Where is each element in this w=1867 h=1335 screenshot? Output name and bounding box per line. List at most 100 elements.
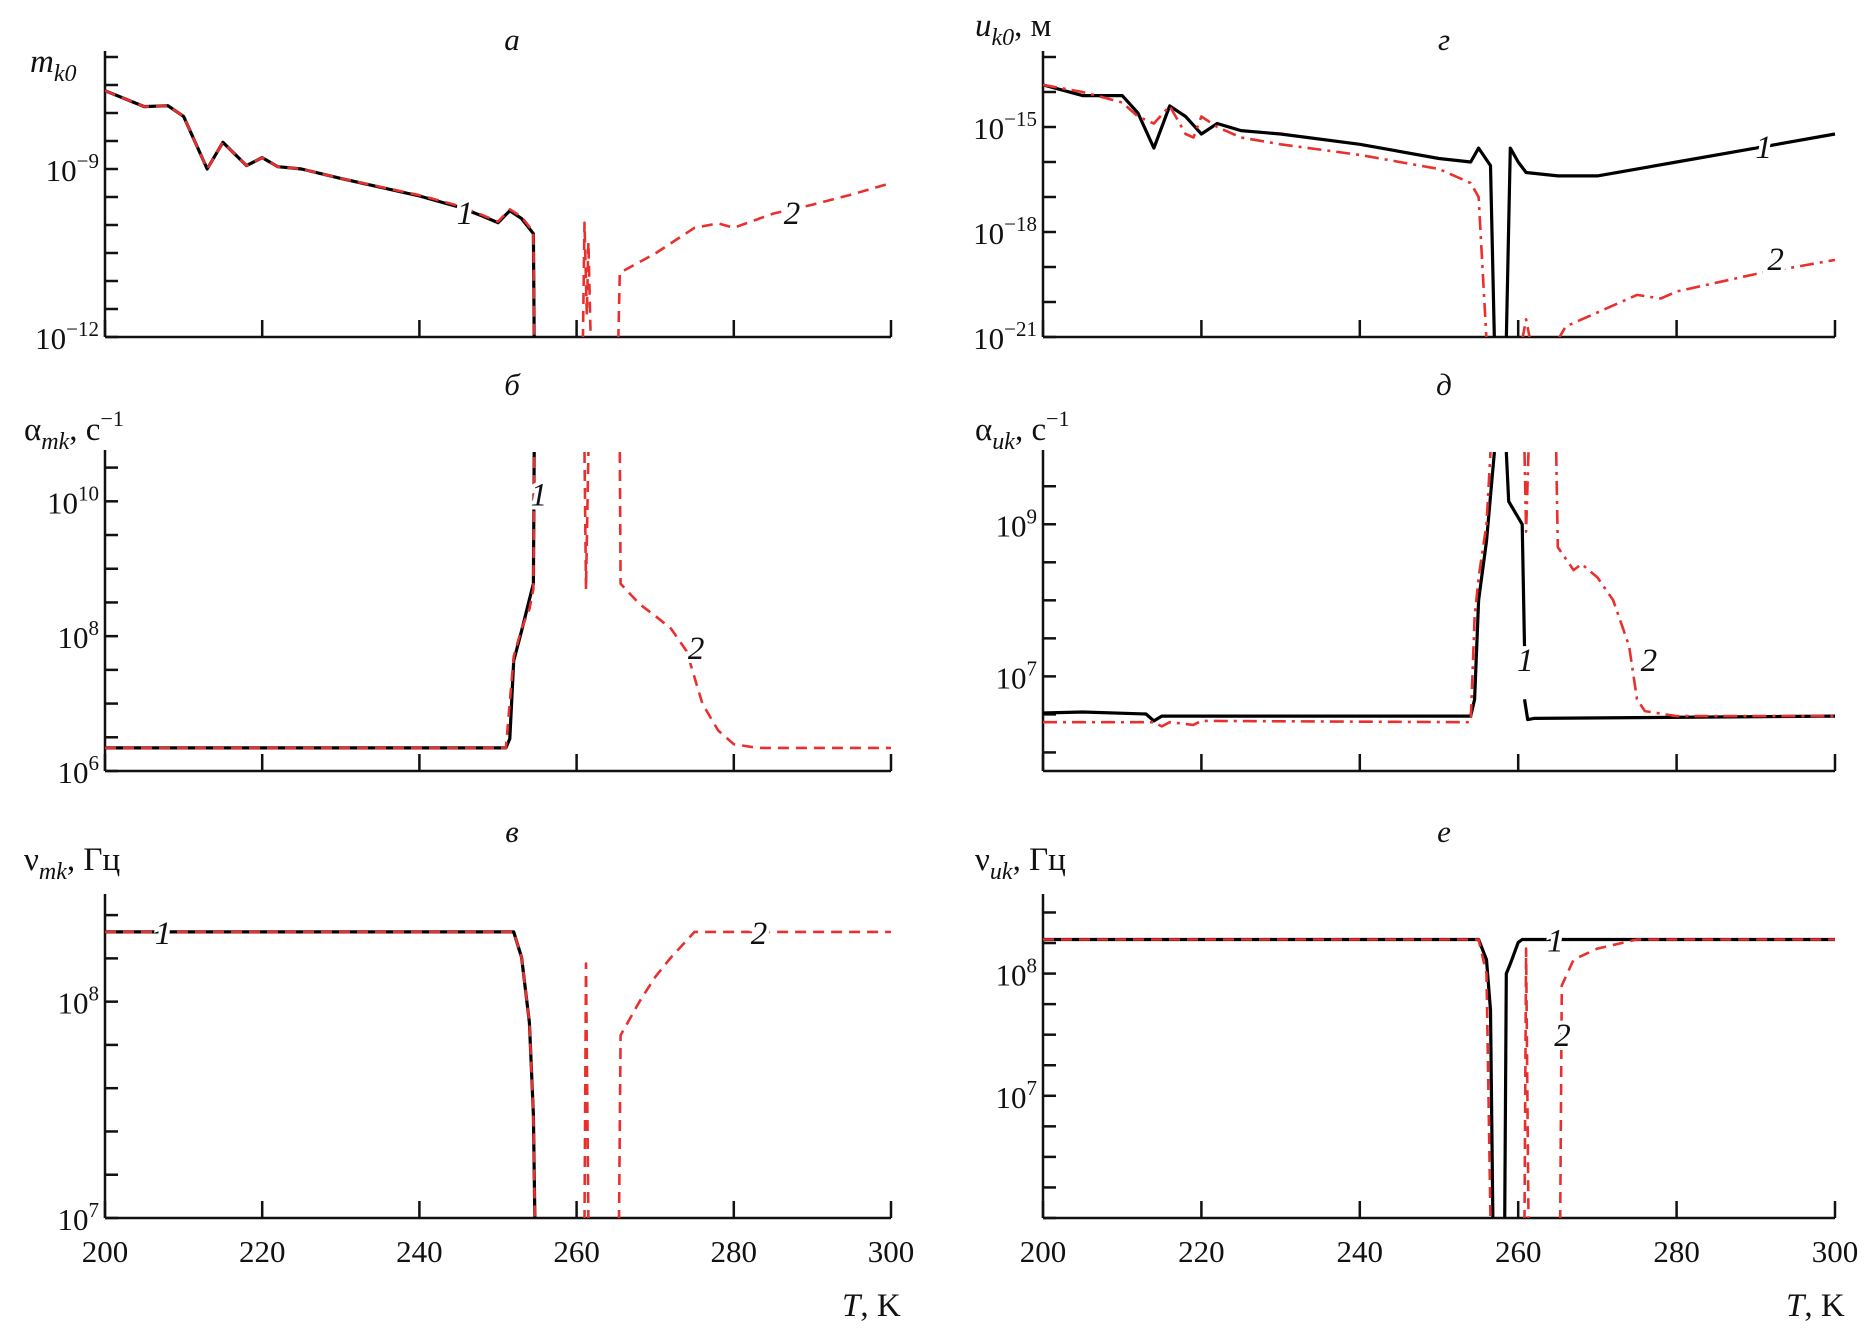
- y-tick-label-exponent: 7: [1027, 1076, 1038, 1100]
- y-axis-label-symbol: α: [24, 412, 41, 448]
- curve-label-2: 2: [1767, 242, 1784, 278]
- y-tick-label: 109: [996, 504, 1038, 543]
- x-tick-label: 300: [868, 1234, 915, 1269]
- y-tick-label-exponent: 10: [78, 481, 99, 505]
- y-tick-label: 107: [996, 656, 1038, 695]
- series-2-line: [105, 89, 892, 337]
- series-2-line: [105, 930, 891, 1218]
- y-tick-label: 107: [996, 1076, 1038, 1115]
- series-1-line: [1043, 937, 1835, 1218]
- y-tick-label-base: 10: [996, 660, 1027, 695]
- x-tick-label: 200: [1020, 1234, 1067, 1269]
- y-tick-label-exponent: −18: [1004, 212, 1037, 236]
- y-axis-label: αmk, с−1: [24, 406, 124, 455]
- y-tick-label-base: 10: [996, 508, 1027, 543]
- x-axis-label-main: T: [842, 1288, 863, 1324]
- y-tick-label-exponent: 7: [89, 1198, 100, 1222]
- y-axis-label-subscript: uk: [992, 429, 1015, 455]
- y-tick-label-exponent: −21: [1004, 317, 1037, 341]
- y-axis-label-unit-exponent: −1: [100, 406, 123, 431]
- curve-label-2: 2: [784, 196, 801, 232]
- series-2-line: [1043, 938, 1835, 1218]
- series-2-line: [1043, 452, 1835, 728]
- y-tick-label-base: 10: [46, 153, 77, 188]
- panel-letter: а: [504, 22, 520, 57]
- y-tick-label-base: 10: [58, 986, 89, 1021]
- series-1-line: [1043, 83, 1836, 337]
- y-tick-label-exponent: 8: [1027, 954, 1038, 978]
- y-axis-label-unit-exponent: −1: [1046, 406, 1069, 431]
- x-axis-label-unit: , K: [1804, 1288, 1845, 1324]
- y-tick-label-exponent: 8: [89, 616, 100, 640]
- curve-label-1: 1: [155, 916, 172, 952]
- y-tick-label: 108: [996, 954, 1038, 993]
- y-tick-label: 10−9: [46, 149, 99, 188]
- y-axis-label-unit: , м: [1014, 8, 1052, 44]
- panel-letter: в: [505, 814, 518, 849]
- y-tick-label: 107: [58, 1198, 100, 1237]
- y-tick-label: 106: [58, 751, 100, 790]
- y-axis-label-symbol: ν: [975, 842, 990, 878]
- y-axis-label: νmk, Гц: [24, 842, 120, 885]
- series-2-line: [1043, 83, 1836, 337]
- y-tick-label-exponent: −9: [77, 149, 99, 173]
- y-axis-label-subscript: uk: [990, 859, 1013, 885]
- y-tick-label-base: 10: [58, 1202, 89, 1237]
- y-tick-label-exponent: −15: [1004, 107, 1037, 131]
- y-tick-label: 1010: [47, 481, 99, 520]
- y-axis-label-unit: , с: [69, 412, 100, 448]
- curve-label-1: 1: [531, 478, 548, 514]
- y-axis-label: mk0: [30, 44, 77, 87]
- x-tick-label: 240: [1337, 1234, 1384, 1269]
- y-tick-label-exponent: 9: [1027, 504, 1038, 528]
- x-axis-label-main: T: [1786, 1288, 1807, 1324]
- curve-label-1: 1: [1547, 924, 1564, 960]
- y-axis-label: uk0, м: [975, 8, 1052, 51]
- x-tick-label: 220: [1178, 1234, 1225, 1269]
- y-tick-label-base: 10: [47, 485, 78, 520]
- panel-letter: г: [1438, 22, 1450, 57]
- x-tick-label: 200: [82, 1234, 129, 1269]
- y-axis-label-subscript: k0: [992, 25, 1015, 51]
- y-axis-label-symbol: α: [975, 412, 992, 448]
- y-tick-label-base: 10: [58, 620, 89, 655]
- curve-label-2: 2: [688, 631, 705, 667]
- y-axis-label: αuk, с−1: [975, 406, 1070, 455]
- x-tick-label: 260: [1495, 1234, 1542, 1269]
- series-2-line: [105, 452, 891, 750]
- y-tick-label-base: 10: [973, 216, 1004, 251]
- panel-letter: б: [504, 367, 521, 402]
- series-1-line: [1043, 452, 1836, 723]
- y-axis-label-subscript: k0: [54, 61, 77, 87]
- y-tick-label: 108: [58, 982, 100, 1021]
- series-1-line: [105, 930, 537, 1218]
- x-axis-label-unit: , K: [860, 1288, 901, 1324]
- y-axis-label-unit: , с: [1015, 412, 1046, 448]
- y-tick-label: 10−15: [973, 107, 1037, 146]
- panel-letter: д: [1436, 367, 1452, 402]
- x-tick-label: 260: [553, 1234, 600, 1269]
- curve-label-2: 2: [1641, 643, 1658, 679]
- y-tick-label: 10−21: [973, 317, 1037, 356]
- y-tick-label-base: 10: [996, 958, 1027, 993]
- x-tick-label: 240: [396, 1234, 443, 1269]
- curve-label-1: 1: [1517, 643, 1534, 679]
- curve-label-1: 1: [1755, 130, 1772, 166]
- y-tick-label-base: 10: [973, 321, 1004, 356]
- y-axis-label-subscript: mk: [41, 429, 69, 455]
- y-axis-label-symbol: m: [30, 44, 54, 80]
- y-tick-label-exponent: 6: [89, 751, 100, 775]
- y-tick-label-exponent: 7: [1027, 656, 1038, 680]
- y-tick-label-base: 10: [973, 111, 1004, 146]
- y-tick-label: 10−18: [973, 212, 1037, 251]
- y-axis-label-subscript: mk: [39, 859, 67, 885]
- curve-label-2: 2: [1554, 1018, 1571, 1054]
- x-axis-label-left: T, K: [842, 1288, 901, 1324]
- x-tick-label: 280: [1653, 1234, 1700, 1269]
